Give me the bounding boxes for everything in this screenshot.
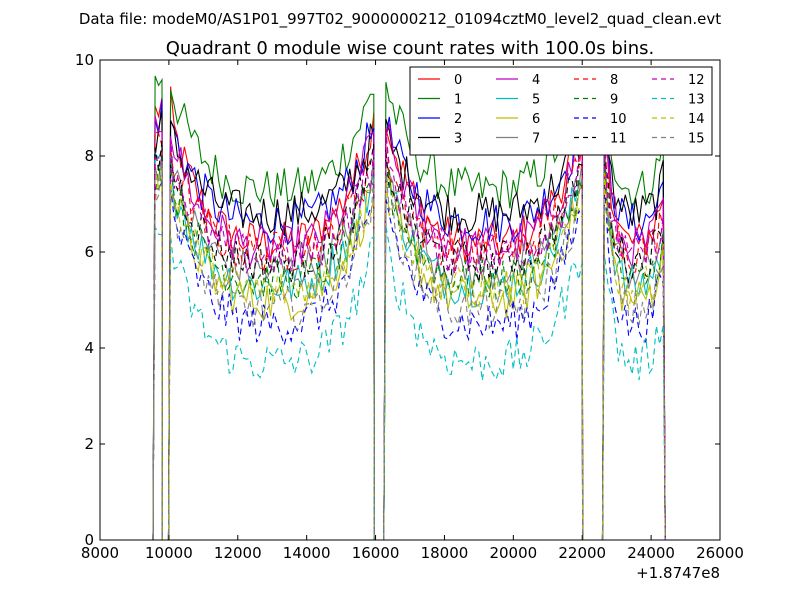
y-tick-label: 4 <box>84 339 94 357</box>
legend-label-15: 15 <box>688 132 705 147</box>
suptitle: Data file: modeM0/AS1P01_997T02_90000002… <box>79 10 721 29</box>
series-line-10 <box>152 180 666 540</box>
legend-label-12: 12 <box>688 73 705 88</box>
legend-label-8: 8 <box>610 73 618 88</box>
series-line-7 <box>152 144 666 540</box>
plot-frame <box>99 59 721 541</box>
legend-label-0: 0 <box>454 73 462 88</box>
legend-label-14: 14 <box>688 112 705 127</box>
series-line-8 <box>152 128 666 540</box>
x-tick-label: 16000 <box>352 544 400 562</box>
legend-box <box>409 66 713 156</box>
y-tick-label: 8 <box>84 147 94 165</box>
x-offset-label: +1.8747e8 <box>636 564 720 582</box>
x-tick-label: 12000 <box>214 544 262 562</box>
y-tick-label: 2 <box>84 435 94 453</box>
x-tick-label: 20000 <box>489 544 537 562</box>
x-tick-label: 24000 <box>627 544 675 562</box>
legend-label-9: 9 <box>610 93 618 108</box>
series-line-13 <box>152 225 666 540</box>
series-line-12 <box>152 131 666 540</box>
legend-label-2: 2 <box>454 112 462 127</box>
axes: 8000 10000 12000 14000 16000 18000 20000 22000 2… <box>75 51 744 562</box>
x-tick-label: 8000 <box>81 544 119 562</box>
y-tick-label: 0 <box>84 531 94 549</box>
y-tick-label: 10 <box>75 51 94 69</box>
series-line-14 <box>152 167 666 540</box>
series-layer <box>152 67 666 540</box>
y-tick-label: 6 <box>84 243 94 261</box>
legend-label-6: 6 <box>532 112 540 127</box>
x-tick-label: 14000 <box>283 544 331 562</box>
x-tick-label: 10000 <box>145 544 193 562</box>
x-tick-label: 18000 <box>421 544 469 562</box>
legend-label-4: 4 <box>532 73 540 88</box>
legend-label-13: 13 <box>688 93 705 108</box>
legend-label-7: 7 <box>532 132 540 147</box>
series-line-5 <box>152 148 666 540</box>
x-tick-label: 26000 <box>696 544 744 562</box>
legend-label-11: 11 <box>610 132 627 147</box>
legend-label-3: 3 <box>454 132 462 147</box>
series-line-11 <box>152 140 666 540</box>
series-line-15 <box>152 161 666 540</box>
legend-label-5: 5 <box>532 93 540 108</box>
chart-title: Quadrant 0 module wise count rates with … <box>166 38 655 59</box>
legend-label-1: 1 <box>454 93 462 108</box>
x-tick-label: 22000 <box>558 544 606 562</box>
series-line-2 <box>152 98 666 540</box>
legend-label-10: 10 <box>610 112 627 127</box>
